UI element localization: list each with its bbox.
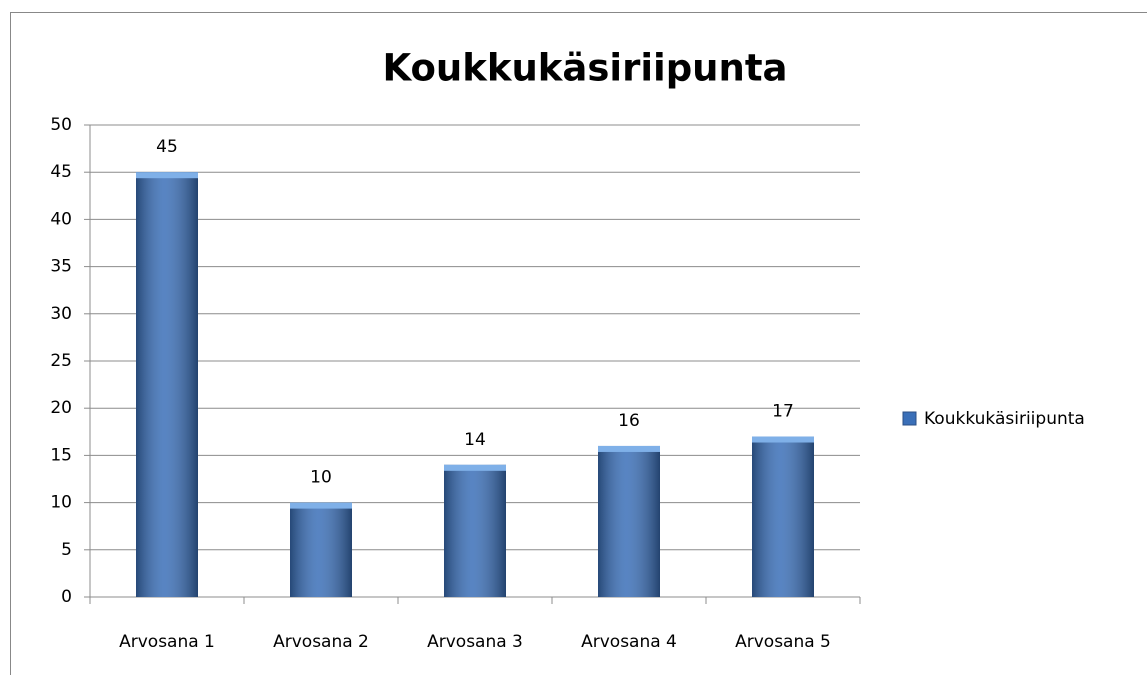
y-tick-label: 20 — [50, 398, 72, 418]
bar-cap — [598, 446, 660, 452]
x-tick-label: Arvosana 2 — [273, 632, 369, 652]
bar-shade — [752, 437, 814, 597]
y-tick-label: 5 — [61, 540, 72, 560]
bar-cap — [752, 437, 814, 443]
data-label: 10 — [310, 468, 332, 488]
bar-cap — [136, 172, 198, 178]
y-tick-label: 15 — [50, 445, 72, 465]
data-label: 17 — [772, 402, 794, 422]
legend-swatch — [903, 412, 916, 425]
y-tick-label: 10 — [50, 493, 72, 513]
y-tick-label: 35 — [50, 257, 72, 277]
x-tick-label: Arvosana 3 — [427, 632, 523, 652]
y-tick-label: 30 — [50, 304, 72, 324]
y-tick-label: 45 — [50, 162, 72, 182]
y-tick-label: 40 — [50, 209, 72, 229]
bar-shade — [598, 446, 660, 597]
x-tick-label: Arvosana 5 — [735, 632, 831, 652]
bar-cap — [444, 465, 506, 471]
y-tick-label: 50 — [50, 115, 72, 135]
bar-cap — [290, 503, 352, 509]
data-label: 45 — [156, 137, 178, 157]
x-tick-label: Arvosana 1 — [119, 632, 215, 652]
y-tick-label: 25 — [50, 351, 72, 371]
y-tick-label: 0 — [61, 587, 72, 607]
data-label: 14 — [464, 430, 486, 450]
x-tick-label: Arvosana 4 — [581, 632, 677, 652]
bar-shade — [136, 172, 198, 597]
data-label: 16 — [618, 411, 640, 431]
legend-label: Koukkukäsiriipunta — [924, 409, 1085, 429]
bar-shade — [444, 465, 506, 597]
bar-shade — [290, 503, 352, 597]
chart-title: Koukkukäsiriipunta — [382, 47, 787, 90]
